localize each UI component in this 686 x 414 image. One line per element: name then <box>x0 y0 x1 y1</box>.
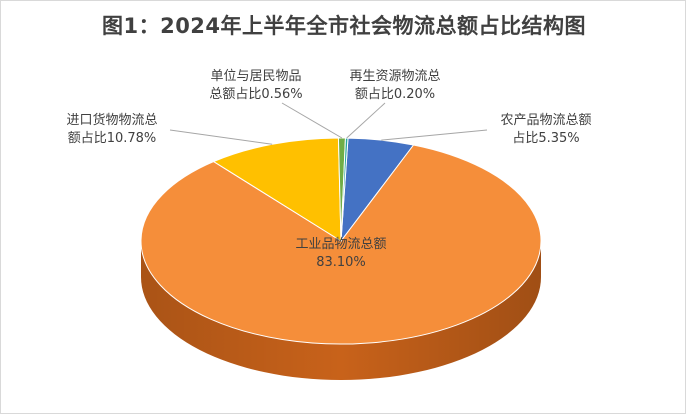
leader-line-0 <box>381 129 488 141</box>
slice-label-4-line-1: 额占比0.20% <box>355 87 435 102</box>
pie-slice-2 <box>212 137 342 242</box>
slice-label-3-line-1: 总额占比0.56% <box>209 87 302 102</box>
leader-line-2 <box>169 129 273 145</box>
slice-label-0-line-0: 农产品物流总额 <box>500 113 591 128</box>
pie-slice-1 <box>140 144 542 345</box>
leader-line-3 <box>281 102 343 139</box>
slice-label-4-line-0: 再生资源物流总 <box>349 69 440 84</box>
chart-title: 图1：2024年上半年全市社会物流总额占比结构图 <box>101 14 587 38</box>
slice-label-1-line-1: 83.10% <box>316 255 366 270</box>
pie-top <box>140 137 542 345</box>
pie-slice-4 <box>340 137 349 242</box>
slice-label-3-line-0: 单位与居民物品 <box>210 69 301 84</box>
pie-sides <box>141 241 541 380</box>
slice-label-2-line-1: 额占比10.78% <box>68 131 157 146</box>
pie-side-shade-1 <box>141 241 541 380</box>
slice-label-1-line-0: 工业品物流总额 <box>295 237 386 252</box>
slice-label-0-line-1: 占比5.35% <box>512 131 579 146</box>
slice-label-2-line-0: 进口货物物流总 <box>66 112 157 128</box>
leader-line-4 <box>346 102 386 139</box>
leader-lines <box>169 102 488 145</box>
